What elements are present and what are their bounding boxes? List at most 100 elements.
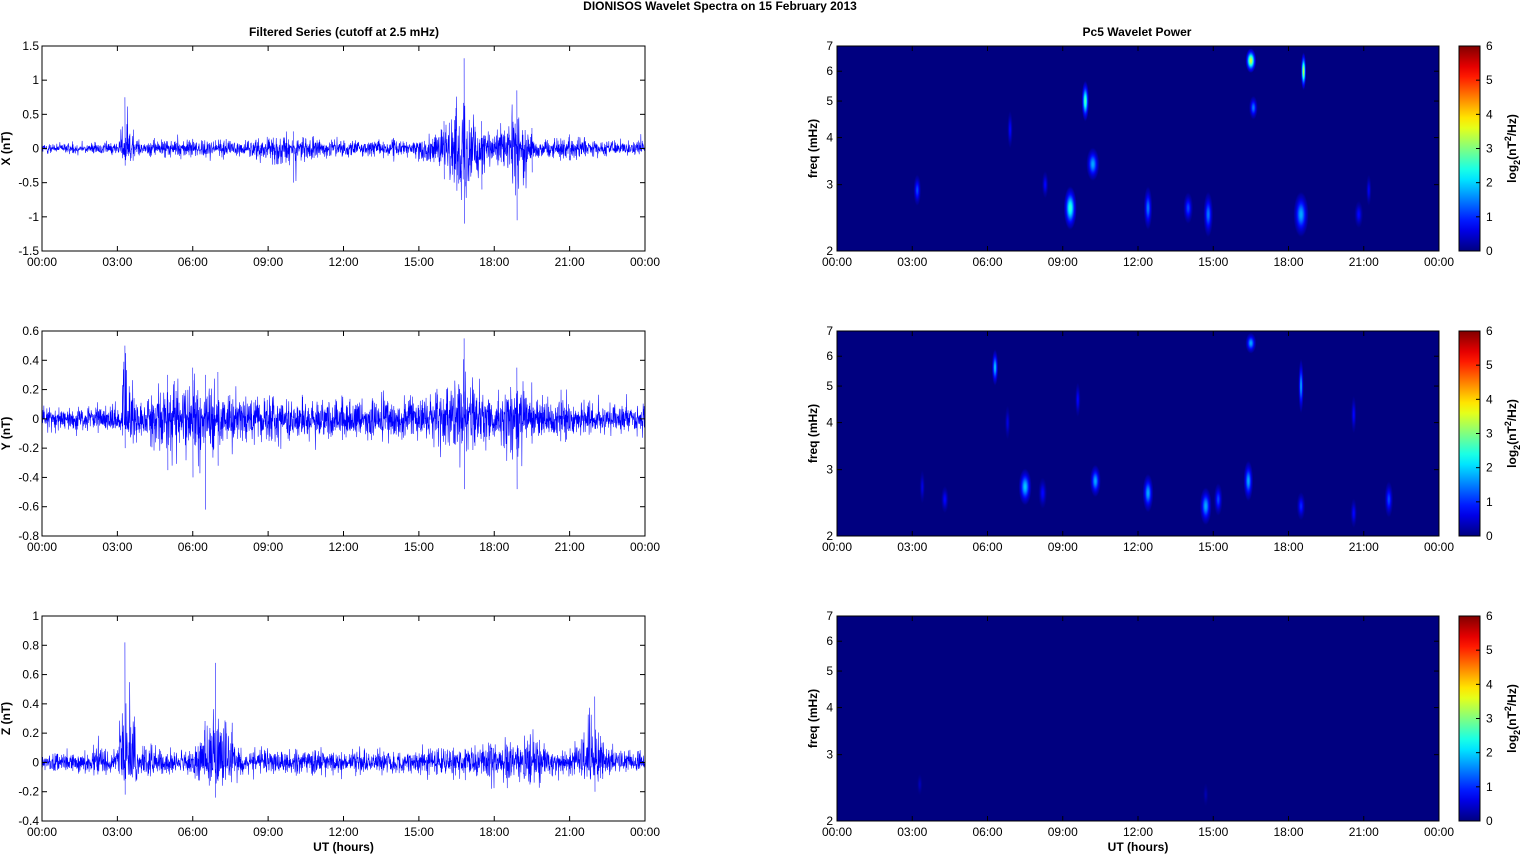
wavelet-y-power-blob [1350,498,1358,529]
wavelet-z-xtick-label: 18:00 [1273,825,1303,839]
wavelet-y-ytick-label: 3 [826,463,833,477]
series-x-xtick-label: 21:00 [555,255,585,269]
wavelet-y-xtick-label: 21:00 [1349,540,1379,554]
series-y-plot-area [42,331,645,536]
wavelet-x-ytick-label: 6 [826,64,833,78]
series-x-ytick-label: 0.5 [22,107,39,121]
series-x-ytick-label: -1.5 [18,244,39,258]
wavelet-y-power-blob [1199,487,1212,526]
wavelet-x-xtick-label: 09:00 [1048,255,1078,269]
wavelet-x-power-blob [1063,185,1077,231]
wavelet-x-power-blob [1007,110,1013,149]
wavelet-y-colorbar-tick-label: 6 [1486,324,1493,338]
wavelet-x-ytick-label: 5 [826,94,833,108]
wavelet-x-xtick-label: 18:00 [1273,255,1303,269]
wavelet-x-power-blob [1293,191,1309,238]
series-z-xtick-label: 15:00 [404,825,434,839]
wavelet-z-ytick-label: 2 [826,814,833,828]
wavelet-z-xtick-label: 03:00 [897,825,927,839]
wavelet-z-colorbar-tick-label: 1 [1486,780,1493,794]
wavelet-y-power-blob [1075,382,1081,418]
series-y-ytick-label: 0.4 [22,353,39,367]
series-x-xtick-label: 18:00 [479,255,509,269]
wavelet-x-heatmap-background [837,46,1439,251]
wavelet-y-blobs [919,332,1394,529]
wavelet-y-ytick-label: 6 [826,349,833,363]
wavelet-z-colorbar-tick-label: 5 [1486,643,1493,657]
wavelet-x-power-blob [1203,191,1214,238]
series-y-xtick-label: 18:00 [479,540,509,554]
series-y-ytick-label: 0.6 [22,324,39,338]
wavelet-x-colorbar-tick-label: 5 [1486,73,1493,87]
wavelet-z-xtick-label: 00:00 [1424,825,1454,839]
series-y-xtick-label: 03:00 [102,540,132,554]
wavelet-z-panel: 2 3 4 5 6 7 00:00 03:00 06:00 09:00 12:00 15:00 18:0… [806,609,1521,854]
wavelet-z-heatmap-background [837,616,1439,821]
series-x-xtick-label: 15:00 [404,255,434,269]
wavelet-x-power-blob [1366,174,1372,207]
figure-title: DIONISOS Wavelet Spectra on 15 February … [583,0,857,13]
series-x-ytick-label: -1 [28,210,39,224]
series-y-xtick-label: 00:00 [27,540,57,554]
series-y-xtick-label: 09:00 [253,540,283,554]
wavelet-z-power-blob [917,773,923,796]
series-x-ytick-label: 0 [32,142,39,156]
wavelet-z-xtick-label: 21:00 [1349,825,1379,839]
wavelet-y-colorbar-tick-label: 0 [1486,529,1493,543]
wavelet-z-colorbar-tick-label: 4 [1486,677,1493,691]
series-x-xtick-label: 03:00 [102,255,132,269]
series-x-xtick-label: 00:00 [630,255,660,269]
wavelet-z-xtick-label: 00:00 [822,825,852,839]
wavelet-z-power-blob [1202,782,1209,807]
wavelet-y-xtick-label: 12:00 [1123,540,1153,554]
series-z-xtick-label: 00:00 [27,825,57,839]
wavelet-y-xtick-label: 09:00 [1048,540,1078,554]
series-x-ylabel: X (nT) [0,132,13,166]
series-y-panel: -0.8 -0.6 -0.4 -0.2 0 0.2 0.4 0.6 00:00 03:00 06:0… [0,324,660,554]
series-z-ytick-label: -0.4 [18,814,39,828]
wavelet-z-xtick-label: 09:00 [1048,825,1078,839]
wavelet-x-colorbar-tick-label: 4 [1486,107,1493,121]
series-y-ylabel: Y (nT) [0,417,13,451]
wavelet-y-power-blob [1142,473,1154,513]
wavelet-y-panel: 2 3 4 5 6 7 00:00 03:00 06:00 09:00 12:00 15:00 18:0… [806,324,1521,554]
wavelet-x-colorbar-tick-label: 2 [1486,176,1493,190]
wavelet-x-panel: 2 3 4 5 6 7 00:00 03:00 06:00 09:00 12:00 15:00 18:0… [806,39,1521,269]
series-x-xtick-label: 12:00 [328,255,358,269]
series-z-xtick-label: 21:00 [555,825,585,839]
series-z-ylabel: Z (nT) [0,702,13,735]
wavelet-x-power-blob [1248,95,1258,120]
wavelet-z-ytick-label: 6 [826,634,833,648]
wavelet-y-colorbar-tick-label: 5 [1486,358,1493,372]
series-z-ytick-label: 0.2 [22,726,39,740]
wavelet-y-xtick-label: 03:00 [897,540,927,554]
wavelet-x-colorbar-tick-label: 6 [1486,39,1493,53]
wavelet-x-colorbar-tick-label: 0 [1486,244,1493,258]
wavelet-y-xtick-label: 06:00 [972,540,1002,554]
series-z-ytick-label: 0.8 [22,638,39,652]
wavelet-z-ytick-label: 3 [826,748,833,762]
wavelet-x-ytick-label: 7 [826,39,833,53]
wavelet-z-colorbar-tick-label: 3 [1486,712,1493,726]
wavelet-y-power-blob [940,485,949,514]
right-column-title: Pc5 Wavelet Power [1083,25,1192,39]
series-y-ytick-label: 0 [32,412,39,426]
series-y-trace [41,338,646,510]
wavelet-x-ylabel: freq (mHz) [806,119,820,178]
panels: -1.5-1-0.500.511.500:00 03:00 06:00 09:00 12… [0,39,1521,854]
wavelet-z-blobs [917,773,1209,807]
series-z-xlabel: UT (hours) [313,840,374,854]
wavelet-y-ytick-label: 4 [826,416,833,430]
series-y-ytick-label: -0.6 [18,500,39,514]
series-z-ytick-label: 0.4 [22,697,39,711]
wavelet-x-power-blob [1245,48,1257,74]
wavelet-x-ytick-label: 3 [826,178,833,192]
wavelet-x-xtick-label: 00:00 [1424,255,1454,269]
wavelet-y-xtick-label: 00:00 [822,540,852,554]
series-z-xtick-label: 09:00 [253,825,283,839]
wavelet-z-xtick-label: 12:00 [1123,825,1153,839]
wavelet-y-power-blob [1004,405,1011,440]
wavelet-x-xtick-label: 00:00 [822,255,852,269]
series-y-ytick-label: -0.2 [18,441,39,455]
wavelet-z-ytick-label: 5 [826,664,833,678]
